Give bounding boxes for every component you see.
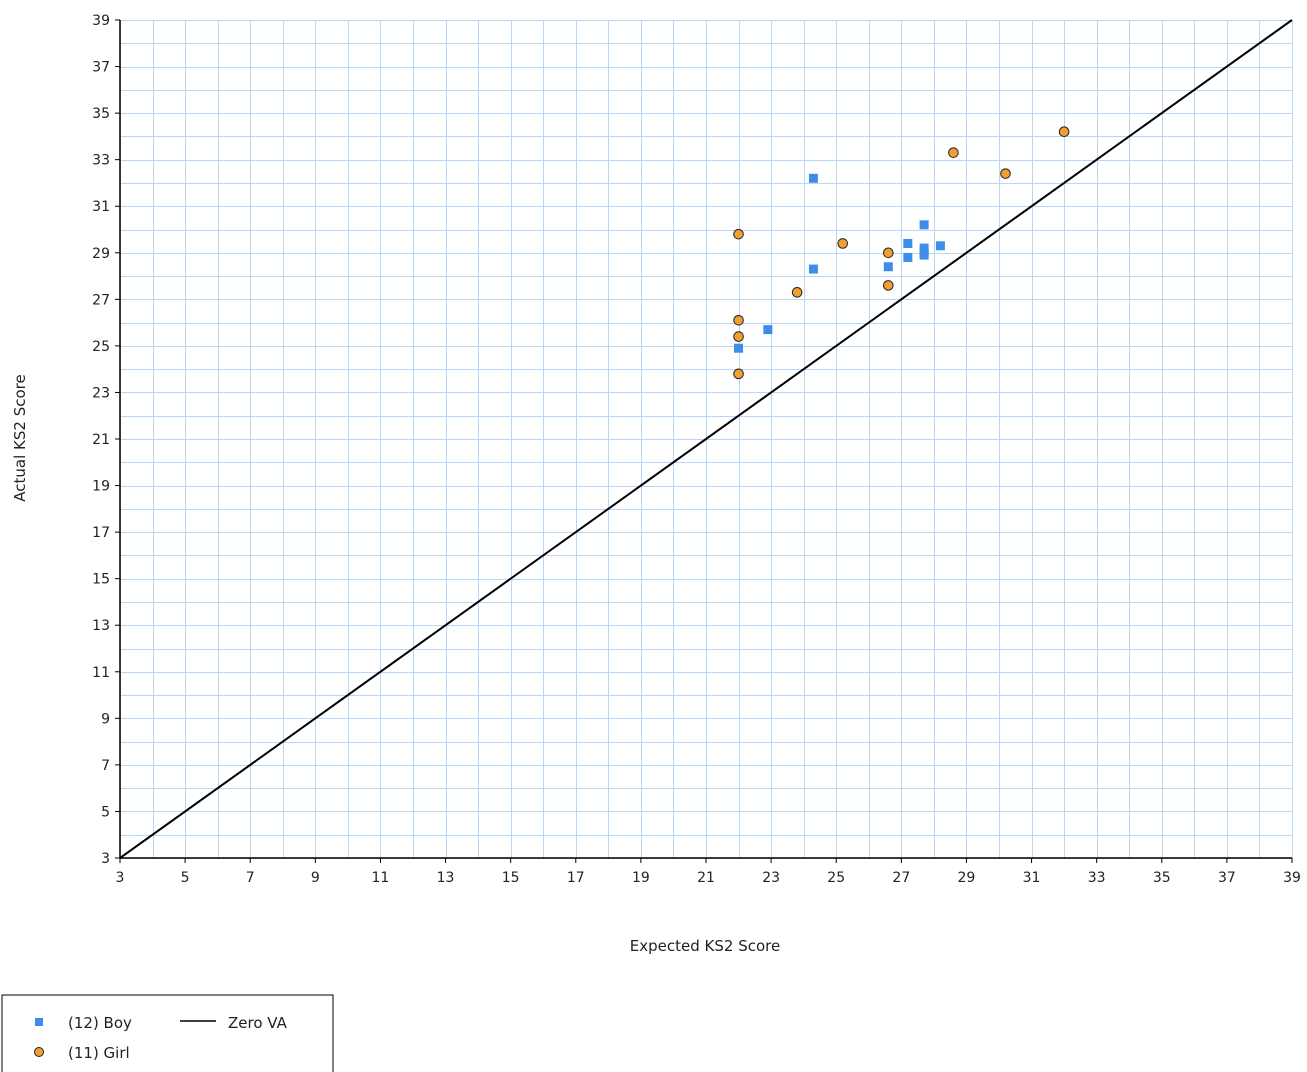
y-tick-label: 25 — [92, 339, 110, 355]
girl-data-point — [733, 368, 744, 380]
x-tick-label: 37 — [1218, 870, 1236, 886]
girl-data-point — [883, 280, 894, 291]
zero-va-line — [119, 19, 1293, 859]
boy-data-point — [808, 264, 818, 274]
y-tick-label: 23 — [92, 385, 110, 401]
legend-girl-marker — [34, 1047, 44, 1057]
x-tick-label: 29 — [958, 870, 976, 886]
boy-data-point — [808, 173, 818, 183]
legend-boy-label: (12) Boy — [68, 1014, 132, 1032]
girl-data-point — [733, 331, 744, 342]
y-tick-label: 19 — [92, 479, 110, 495]
boy-data-point — [763, 325, 773, 335]
boy-data-point — [935, 241, 945, 251]
y-tick-label: 35 — [92, 106, 110, 122]
x-tick-label: 25 — [827, 870, 845, 886]
axis-layer — [115, 19, 1293, 863]
y-tick-label: 5 — [101, 804, 110, 820]
x-tick-label: 27 — [892, 870, 910, 886]
boy-data-point — [919, 220, 929, 230]
x-tick-label: 9 — [311, 870, 320, 886]
reference-line-layer — [119, 19, 1293, 859]
tick-label-layer: 3 5 7 9 11 13 15 17 19 21 23 25 27 29 31 33 35 37 39357911… — [92, 13, 1301, 886]
boy-data-point — [883, 262, 893, 272]
legend-boy-marker — [35, 1018, 43, 1026]
y-tick-label: 9 — [101, 711, 110, 727]
boy-data-point — [919, 250, 929, 260]
y-tick-label: 39 — [92, 13, 110, 29]
y-tick-label: 13 — [92, 618, 110, 634]
x-tick-label: 39 — [1283, 870, 1301, 886]
boy-data-point — [903, 252, 913, 262]
x-tick-label: 21 — [697, 870, 715, 886]
y-tick-label: 7 — [101, 758, 110, 774]
y-tick-label: 17 — [92, 525, 110, 541]
x-tick-label: 13 — [437, 870, 455, 886]
x-tick-label: 3 — [116, 870, 125, 886]
x-tick-label: 17 — [567, 870, 585, 886]
x-tick-label: 15 — [502, 870, 520, 886]
legend-box — [1, 994, 334, 1072]
girl-data-point — [791, 287, 803, 298]
x-tick-label: 23 — [762, 870, 780, 886]
girl-data-point — [837, 238, 849, 249]
x-tick-label: 7 — [246, 870, 255, 886]
girl-data-point — [1000, 168, 1011, 179]
y-tick-label: 29 — [92, 246, 110, 262]
x-axis-title: Expected KS2 Score — [630, 937, 780, 955]
legend-girl-label: (11) Girl — [68, 1044, 130, 1062]
girl-data-point — [948, 147, 959, 158]
y-tick-label: 33 — [92, 153, 110, 169]
x-tick-label: 5 — [181, 870, 190, 886]
y-tick-label: 11 — [92, 665, 110, 681]
x-tick-label: 31 — [1023, 870, 1041, 886]
girl-data-point — [733, 228, 744, 240]
y-tick-label: 3 — [101, 851, 110, 867]
x-tick-label: 19 — [632, 870, 650, 886]
legend-zero-va-label: Zero VA — [228, 1014, 288, 1032]
boy-data-point — [734, 343, 744, 353]
girl-data-point — [883, 247, 894, 259]
y-tick-label: 31 — [92, 199, 110, 215]
y-tick-label: 37 — [92, 60, 110, 76]
x-tick-label: 35 — [1153, 870, 1171, 886]
boy-data-point — [919, 243, 929, 253]
y-tick-label: 27 — [92, 292, 110, 308]
y-tick-label: 21 — [92, 432, 110, 448]
y-tick-label: 15 — [92, 572, 110, 588]
y-axis-title: Actual KS2 Score — [11, 374, 29, 501]
girl-data-point — [733, 314, 744, 326]
x-tick-label: 33 — [1088, 870, 1106, 886]
x-tick-label: 11 — [372, 870, 390, 886]
girl-data-point — [1058, 126, 1070, 138]
boy-data-point — [903, 238, 913, 248]
legend: (12) Boy (11) Girl Zero VA — [1, 994, 334, 1072]
data-point-layer — [733, 126, 1070, 380]
